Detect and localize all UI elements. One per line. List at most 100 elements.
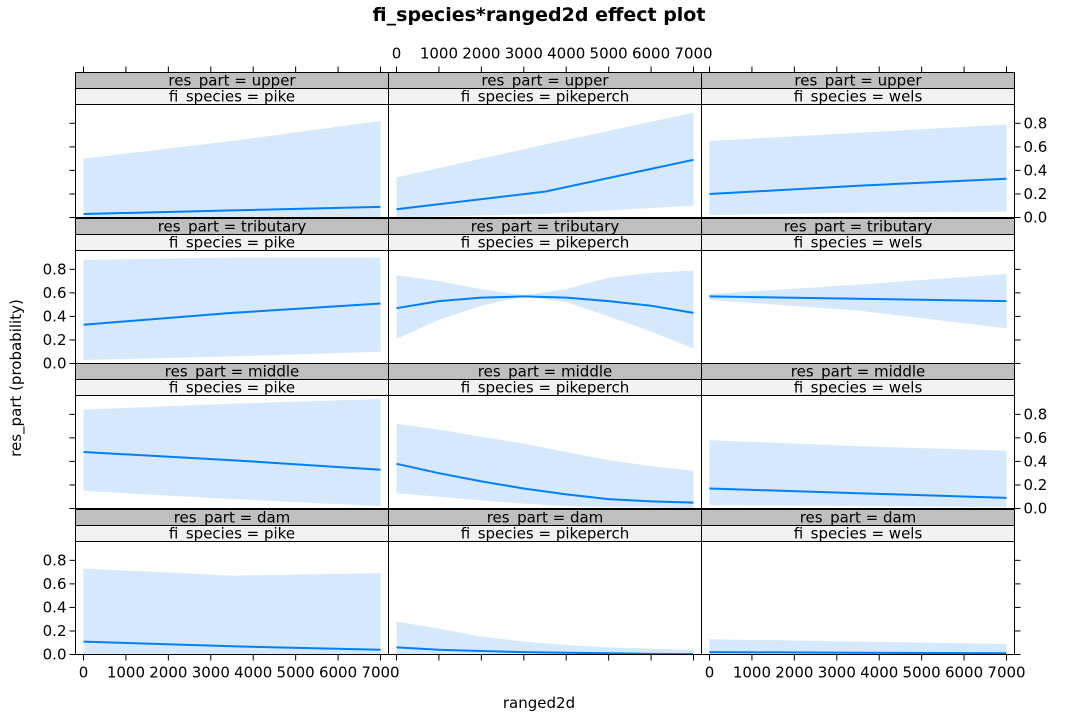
x-tick-label: 3000: [818, 664, 856, 682]
y-tick-label: 0.6: [43, 575, 67, 593]
strip-label-fi-species: fi_species = pike: [169, 525, 295, 544]
fit-line: [83, 302, 381, 326]
x-tick-label: 1000: [107, 664, 145, 682]
x-axis-label: ranged2d: [502, 694, 576, 712]
strip-label-res-part: res_part = middle: [478, 363, 612, 382]
x-tick-label: 7000: [987, 664, 1025, 682]
y-tick-label: 0.6: [43, 284, 67, 302]
x-tick-label: 7000: [361, 664, 399, 682]
fit-line: [709, 295, 1007, 303]
panel-frame: [701, 541, 1015, 655]
y-tick-label: 0.8: [43, 260, 67, 278]
x-tick-label: 2000: [462, 45, 500, 63]
strip-label-res-part: res_part = upper: [168, 72, 296, 91]
strip-label-res-part: res_part = dam: [800, 509, 917, 528]
strip-label-res-part: res_part = upper: [481, 72, 609, 91]
x-tick-label: 1000: [733, 664, 771, 682]
strip-label-fi-species: fi_species = wels: [794, 234, 923, 253]
y-tick-label: 0.4: [43, 307, 67, 325]
confidence-band: [396, 270, 694, 349]
strip-label-fi-species: fi_species = wels: [794, 525, 923, 544]
fit-line: [83, 205, 381, 215]
y-tick-label: 0.0: [43, 355, 67, 373]
strip-label-fi-species: fi_species = pikeperch: [461, 88, 630, 107]
fit-line: [396, 158, 694, 211]
strip-label-res-part: res_part = tributary: [784, 218, 933, 237]
fit-line: [83, 451, 381, 471]
strip-label-res-part: res_part = dam: [487, 509, 604, 528]
y-tick-label: 0.8: [43, 551, 67, 569]
fit-line: [396, 295, 694, 314]
y-tick-label: 0.8: [1024, 114, 1048, 132]
strip-label-res-part: res_part = middle: [165, 363, 299, 382]
x-tick-label: 2000: [775, 664, 813, 682]
confidence-band: [396, 112, 694, 218]
strip-label-fi-species: fi_species = pike: [169, 379, 295, 398]
x-tick-label: 5000: [590, 45, 628, 63]
strip-label-fi-species: fi_species = wels: [794, 88, 923, 107]
x-tick-label: 4000: [547, 45, 585, 63]
x-tick-label: 6000: [945, 664, 983, 682]
fit-line: [709, 651, 1007, 655]
chart-title: fi_species*ranged2d effect plot: [372, 4, 706, 26]
panel-frame: [701, 395, 1015, 509]
y-tick-label: 0.2: [43, 331, 67, 349]
strip-label-fi-species: fi_species = wels: [794, 379, 923, 398]
y-tick-label: 0.4: [1024, 452, 1048, 470]
fit-line: [396, 462, 694, 504]
confidence-band: [396, 621, 694, 655]
y-tick-label: 0.2: [1024, 476, 1048, 494]
strip-label-fi-species: fi_species = pike: [169, 88, 295, 107]
x-tick-label: 1000: [420, 45, 458, 63]
y-tick-label: 0.4: [1024, 161, 1048, 179]
strip-label-res-part: res_part = tributary: [158, 218, 307, 237]
y-tick-label: 0.0: [1024, 500, 1048, 518]
confidence-band: [396, 423, 694, 509]
confidence-band: [709, 639, 1007, 655]
x-tick-label: 7000: [674, 45, 712, 63]
x-tick-label: 0: [392, 45, 402, 63]
x-tick-label: 5000: [277, 664, 315, 682]
panel-frame: [701, 104, 1015, 218]
x-tick-label: 4000: [860, 664, 898, 682]
y-tick-label: 0.8: [1024, 405, 1048, 423]
strip-label-fi-species: fi_species = pike: [169, 234, 295, 253]
strip-label-fi-species: fi_species = pikeperch: [461, 379, 630, 398]
x-tick-label: 3000: [505, 45, 543, 63]
confidence-band: [709, 124, 1007, 216]
strip-label-res-part: res_part = dam: [174, 509, 291, 528]
fit-line: [396, 646, 694, 656]
x-tick-label: 2000: [149, 664, 187, 682]
fit-line: [83, 640, 381, 651]
strip-label-res-part: res_part = tributary: [471, 218, 620, 237]
fit-line: [709, 487, 1007, 499]
y-tick-label: 0.2: [43, 622, 67, 640]
confidence-band: [83, 568, 381, 655]
strip-label-res-part: res_part = upper: [794, 72, 922, 91]
y-tick-label: 0.4: [43, 598, 67, 616]
x-tick-label: 4000: [234, 664, 272, 682]
x-tick-label: 0: [705, 664, 715, 682]
x-tick-label: 3000: [192, 664, 230, 682]
x-tick-label: 6000: [632, 45, 670, 63]
strip-label-res-part: res_part = middle: [791, 363, 925, 382]
strip-label-fi-species: fi_species = pikeperch: [461, 234, 630, 253]
y-tick-label: 0.0: [43, 646, 67, 664]
confidence-band: [709, 274, 1007, 329]
x-tick-label: 5000: [903, 664, 941, 682]
y-tick-label: 0.0: [1024, 209, 1048, 227]
confidence-band: [83, 121, 381, 218]
x-tick-label: 0: [79, 664, 89, 682]
